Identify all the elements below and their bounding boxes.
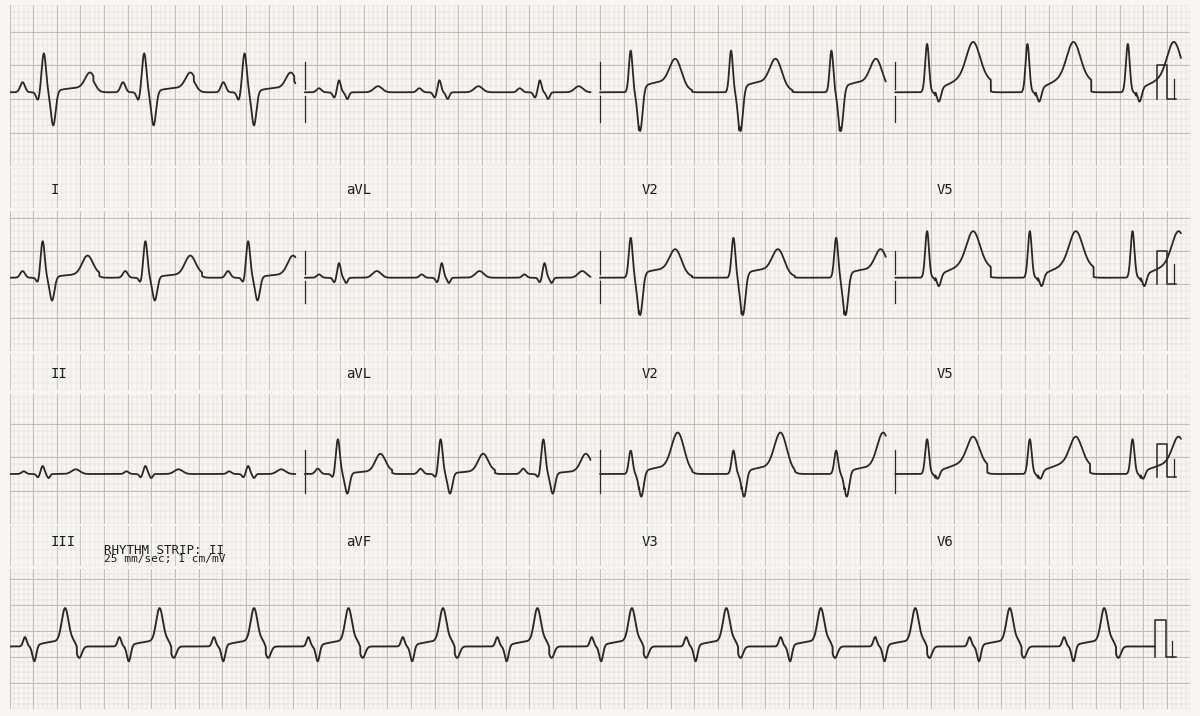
Text: V3: V3 — [641, 535, 658, 549]
Text: III: III — [50, 535, 76, 549]
Text: aVF: aVF — [346, 535, 371, 549]
Text: V6: V6 — [936, 535, 953, 549]
Text: II: II — [50, 367, 67, 381]
Text: I: I — [50, 183, 59, 197]
Text: V2: V2 — [641, 183, 658, 197]
Text: aVL: aVL — [346, 183, 371, 197]
Text: V5: V5 — [936, 183, 953, 197]
Text: V2: V2 — [641, 367, 658, 381]
Text: RHYTHM STRIP: II: RHYTHM STRIP: II — [104, 544, 224, 557]
Text: V5: V5 — [936, 367, 953, 381]
Text: 25 mm/sec; 1 cm/mV: 25 mm/sec; 1 cm/mV — [104, 553, 226, 563]
Text: aVL: aVL — [346, 367, 371, 381]
